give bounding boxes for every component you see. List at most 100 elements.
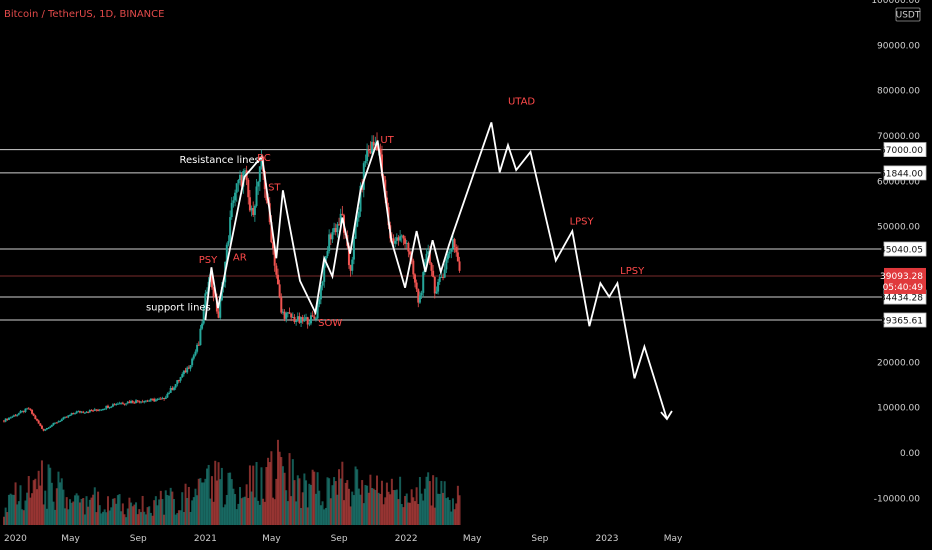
volume-bar (453, 509, 456, 525)
volume-bar (422, 500, 425, 525)
volume-bar (133, 504, 136, 525)
candle-body (187, 367, 190, 369)
volume-bar (275, 478, 278, 525)
candle-body (113, 404, 116, 406)
volume-bar (179, 510, 182, 525)
volume-bar (220, 467, 223, 525)
volume-bar (296, 475, 299, 525)
volume-bar (27, 476, 30, 525)
candle-body (161, 397, 164, 399)
volume-bar (40, 460, 43, 525)
volume-bar (177, 510, 180, 525)
candle-body (283, 311, 286, 319)
volume-bar (111, 498, 114, 525)
candle-body (154, 399, 157, 402)
candle-body (39, 423, 42, 426)
candle-body (404, 238, 407, 244)
candle-body (384, 179, 387, 198)
candle-body (437, 281, 440, 292)
candle-body (280, 297, 283, 313)
volume-bar (394, 490, 397, 525)
annotation-label: PSY (199, 255, 218, 266)
candle-body (314, 318, 317, 320)
candle-body (326, 251, 329, 257)
x-tick-label: May (61, 534, 80, 544)
candle-body (189, 365, 192, 369)
volume-bar (29, 497, 32, 525)
candle-body (67, 415, 70, 417)
volume-bar (257, 500, 260, 525)
volume-bar (405, 493, 408, 525)
volume-bar (450, 511, 453, 525)
volume-bar (199, 478, 202, 525)
volume-bar (262, 498, 265, 525)
volume-bar (440, 480, 443, 525)
candle-body (197, 344, 200, 346)
volume-bar (209, 498, 212, 525)
candle-body (54, 422, 57, 424)
volume-bar (285, 490, 288, 525)
candle-body (115, 403, 118, 405)
candle-body (450, 248, 453, 252)
candle-body (125, 403, 128, 405)
candle-body (305, 317, 308, 319)
volume-bar (433, 507, 436, 525)
volume-bar (437, 493, 440, 525)
annotation-label: LPSY (570, 216, 595, 227)
volume-bar (306, 507, 309, 525)
candle-body (88, 410, 91, 413)
volume-bar (456, 485, 459, 525)
volume-bar (442, 492, 445, 525)
volume-bar (380, 480, 383, 525)
candle-body (313, 316, 316, 319)
candle-body (111, 404, 114, 407)
candle-body (182, 370, 185, 375)
candle-body (273, 248, 276, 266)
annotation-label: LPSY (620, 266, 645, 277)
volume-bar (359, 494, 362, 525)
volume-bar (7, 494, 10, 525)
candle-body (65, 416, 68, 418)
volume-bar (329, 498, 332, 525)
volume-bar (182, 511, 185, 525)
volume-bar (443, 481, 446, 525)
volume-bar (400, 503, 403, 525)
volume-bar (54, 509, 57, 525)
volume-bar (435, 477, 438, 525)
volume-bar (319, 505, 322, 525)
candle-body (255, 186, 258, 206)
level-price-value: 29365.61 (880, 317, 923, 327)
candle-body (427, 251, 430, 254)
volume-bar (397, 499, 400, 525)
candle-body (201, 323, 204, 329)
volume-bar (67, 509, 70, 525)
volume-bar (323, 509, 326, 525)
candle-body (26, 408, 29, 410)
candle-body (173, 387, 176, 390)
candle-body (80, 411, 83, 413)
candle-body (295, 320, 298, 322)
candle-body (318, 299, 321, 305)
candle-body (126, 401, 129, 404)
candle-body (418, 295, 421, 303)
candle-body (333, 228, 336, 233)
candle-body (136, 400, 139, 402)
volume-bar (399, 476, 402, 525)
volume-bar (90, 497, 93, 525)
projection-arrowhead (660, 410, 673, 421)
candle-body (347, 245, 350, 266)
candle-body (354, 226, 357, 239)
volume-bar (126, 508, 129, 525)
candle-body (311, 315, 314, 317)
candle-body (36, 419, 39, 421)
volume-bar (52, 501, 55, 525)
volume-bar (123, 514, 126, 525)
candle-body (12, 415, 15, 417)
volume-bar (458, 495, 461, 525)
y-tick-label: 60000.00 (877, 177, 920, 187)
candle-body (362, 163, 365, 190)
candle-body (422, 272, 425, 293)
y-tick-label: 20000.00 (877, 358, 920, 368)
volume-bar (281, 466, 284, 525)
